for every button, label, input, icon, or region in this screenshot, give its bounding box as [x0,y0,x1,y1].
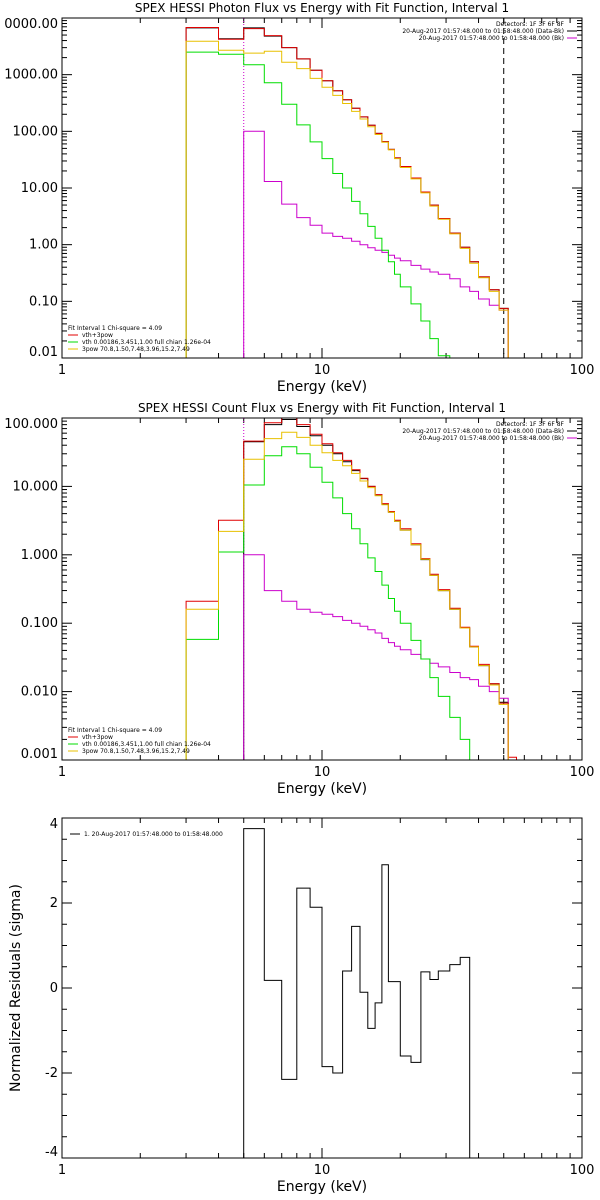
x-axis-label: Energy (keV) [277,1179,367,1195]
y-tick-label: 100.000 [4,417,58,432]
y-tick-label: 4 [50,817,58,832]
plot-frame [61,417,583,761]
series-step-line [243,828,471,1158]
chart-panel-2: SPEX HESSI Count Flux vs Energy with Fit… [4,401,594,797]
plot-frame [61,817,583,1159]
legend-entry: vth+3pow [82,734,113,741]
series-step-line [243,554,509,760]
legend-entry: Detectors: 1F 3F 6F 8F [496,21,565,28]
fit-info-label: Fit Interval 1 Chi-square = 4.09 [68,727,162,734]
legend-entry: Detectors: 1F 3F 6F 8F [496,421,565,428]
y-tick-label: 0.01 [29,345,58,360]
x-axis-label: Energy (keV) [277,781,367,797]
y-tick-label: 1.00 [29,238,58,253]
plot-data [185,18,509,358]
chart-panel-1: SPEX HESSI Photon Flux vs Energy with Fi… [4,1,594,395]
y-tick-label: 0.010 [21,685,58,700]
legend-entry: vth+3pow [82,332,113,339]
legend-entry: vth 0.00186,3.451,1.00 full chian 1.26e-… [82,339,211,346]
fit-info-label: Fit Interval 1 Chi-square = 4.09 [68,325,162,332]
x-tick-label: 100 [570,1163,595,1178]
y-axis-label: Normalized Residuals (sigma) [8,884,24,1092]
x-tick-label: 1 [58,765,66,780]
y-tick-label: 10.00 [21,181,58,196]
series-step-line [185,431,517,760]
series-step-line [185,446,490,760]
x-tick-label: 100 [570,765,595,780]
x-tick-label: 100 [570,363,595,378]
y-tick-label: 2 [50,896,58,911]
y-tick-label: 1.000 [21,548,58,563]
series-step-line [185,51,479,358]
x-tick-label: 1 [58,363,66,378]
legend-entry: 20-Aug-2017 01:57:48.000 to 01:58:48.000… [419,35,564,42]
plot-data [243,828,471,1158]
legend-entry: 3pow 70.8,1.50,7.48,3.96,15.2,7.49 [82,748,190,755]
legend-entry: 1. 20-Aug-2017 01:57:48.000 to 01:58:48.… [84,831,223,838]
x-tick-label: 10 [314,765,331,780]
chart-panel-3: 1 10 100 Energy (keV) -4 -2 0 2 4 Normalized Resi… [8,817,594,1195]
plot-data [185,418,517,760]
y-tick-label: 100.00 [13,124,59,139]
legend-entry: 20-Aug-2017 01:57:48.000 to 01:58:48.000… [419,435,564,442]
y-tick-label: 0.001 [21,747,58,762]
y-tick-label: -2 [45,1066,58,1081]
y-tick-label: -4 [45,1145,58,1160]
x-tick-label: 1 [58,1163,66,1178]
series-step-line [185,27,509,358]
legend-entry: 20-Aug-2017 01:57:48.000 to 01:58:48.000… [402,428,564,435]
plot-frame [61,17,583,359]
series-step-line [243,130,509,358]
y-tick-label: 0.100 [21,616,58,631]
y-tick-label: 0 [50,981,58,996]
y-tick-label: 10.000 [13,479,59,494]
legend-entry: vth 0.00186,3.451,1.00 full chian 1.26e-… [82,741,211,748]
legend-entry: 20-Aug-2017 01:57:48.000 to 01:58:48.000… [402,28,564,35]
x-tick-label: 10 [314,363,331,378]
series-step-line [185,418,517,760]
chart-title: SPEX HESSI Photon Flux vs Energy with Fi… [135,1,509,15]
y-tick-label: 0000.00 [4,17,58,32]
chart-title: SPEX HESSI Count Flux vs Energy with Fit… [138,401,506,415]
y-tick-label: 0.10 [29,294,58,309]
series-step-line [243,419,509,760]
legend-entry: 3pow 70.8,1.50,7.48,3.96,15.2,7.49 [82,346,190,353]
x-tick-label: 10 [314,1163,331,1178]
y-tick-label: 1000.00 [4,68,58,83]
series-step-line [185,27,509,358]
x-axis-label: Energy (keV) [277,379,367,395]
series-step-line [185,40,509,358]
